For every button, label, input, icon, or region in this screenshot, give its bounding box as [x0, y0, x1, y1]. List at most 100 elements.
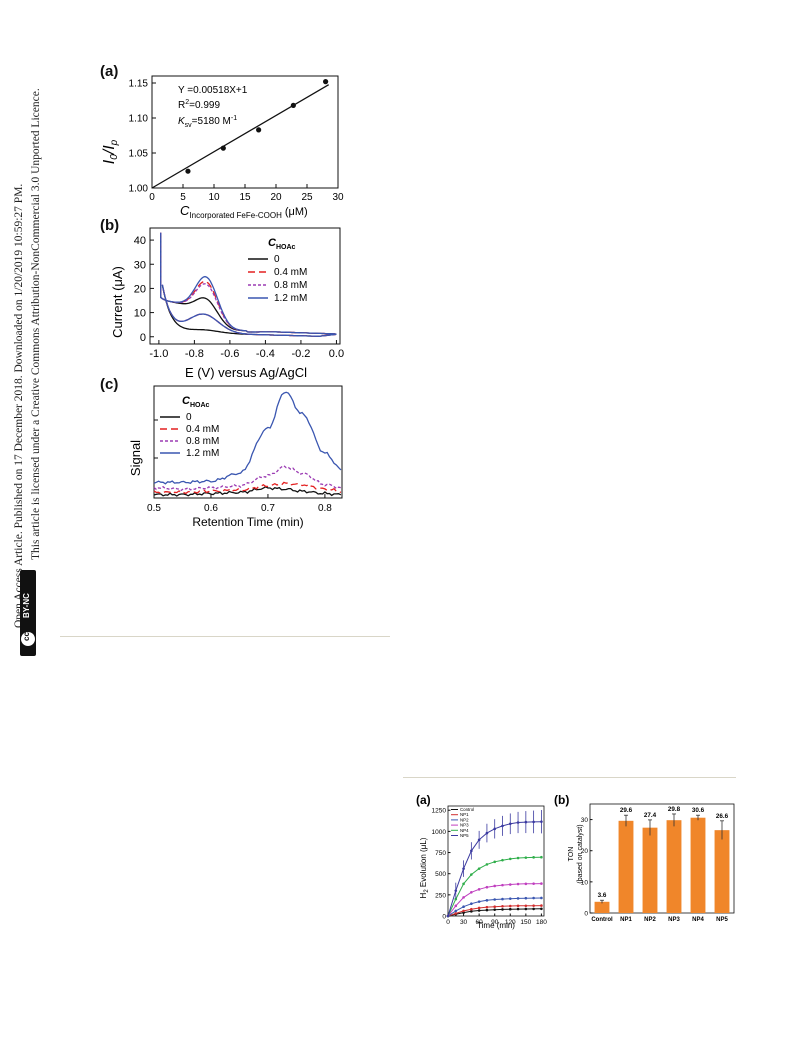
- legend-label: 0.8 mM: [186, 436, 219, 447]
- h2-point: [524, 907, 528, 911]
- legend-label: NP5: [460, 833, 469, 838]
- h2-point: [540, 882, 543, 885]
- axis-label-y-b-2: (based on catalyst): [577, 824, 584, 883]
- y-tick-label: 1.00: [129, 184, 149, 195]
- chart-panel-c: Signal Retention Time (min) CHOAc 0.5 0.6…: [128, 385, 343, 529]
- bar-2: [642, 827, 658, 913]
- h2-point: [532, 856, 535, 859]
- license-sidebar: Open Access Article. Published on 17 Dec…: [0, 0, 60, 660]
- bar-value-label: 3.6: [598, 892, 607, 899]
- legend-label: NP2: [460, 817, 469, 822]
- axis-label-y-b-1: TON: [568, 847, 575, 862]
- axis-label-x: E (V) versus Ag/AgCl: [185, 365, 307, 380]
- h2-point: [470, 907, 473, 911]
- bar-1: [618, 820, 634, 913]
- y-tick-label: 0: [584, 911, 588, 918]
- chart-panel-b: Current (μA) E (V) versus Ag/AgCl CHOAc …: [110, 227, 344, 380]
- fit-r-squared: R2=0.999: [178, 99, 220, 111]
- fit-line: [151, 84, 330, 189]
- x-tick-label: 20: [270, 192, 282, 203]
- h2-point: [493, 860, 497, 864]
- y-tick-label: 0: [442, 914, 446, 921]
- h2-point: [501, 904, 504, 908]
- fit-ksv: Ksv=5180 M-1: [178, 115, 237, 129]
- category-label: NP4: [692, 917, 704, 923]
- legend-label: NP3: [460, 823, 469, 828]
- legend-label: 0.4 mM: [186, 424, 219, 435]
- h2-point: [508, 857, 512, 861]
- license-line-2: This article is licensed under a Creativ…: [30, 88, 42, 560]
- plot-frame: [149, 227, 341, 345]
- cc-icon: cc: [21, 632, 35, 646]
- chart-panel-a: I0/Ip Y =0.00518X+1 R2=0.999 Ksv=5180 M-…: [101, 75, 344, 220]
- x-tick-label: 0.8: [318, 503, 332, 514]
- h2-point: [532, 907, 535, 911]
- h2-point: [532, 904, 535, 907]
- h2-point: [462, 882, 465, 886]
- h2-point: [532, 882, 535, 885]
- y-tick-label: 20: [581, 848, 589, 855]
- x-tick-label: 30: [332, 192, 344, 203]
- y-tick-label: 10: [581, 879, 589, 886]
- h2-point: [532, 896, 535, 900]
- y-tick-label: 30: [134, 259, 146, 271]
- bar-value-label: 29.6: [620, 807, 633, 814]
- h2-point: [524, 896, 528, 900]
- h2-point: [470, 910, 473, 913]
- plot-frame-a: [447, 805, 545, 917]
- axis-label-x: Retention Time (min): [192, 515, 303, 529]
- data-point: [323, 79, 329, 85]
- plot-frame: [153, 385, 343, 499]
- chromatogram-series-0: [153, 486, 342, 497]
- h2-point: [501, 908, 504, 911]
- bar-value-label: 26.6: [716, 813, 729, 820]
- h2-point: [485, 905, 489, 909]
- y-tick-label: 1.15: [129, 79, 149, 90]
- h2-point: [485, 908, 489, 912]
- chromatogram-series-1: [153, 481, 342, 495]
- h2-point: [516, 882, 520, 886]
- legend-title: CHOAc: [182, 395, 210, 409]
- legend-label: 1.2 mM: [274, 293, 307, 304]
- h2-point: [508, 907, 512, 911]
- h2-point: [485, 863, 489, 866]
- y-tick-label: 30: [581, 817, 589, 824]
- x-tick-label: 15: [239, 192, 251, 203]
- h2-point: [516, 907, 520, 911]
- h2-point: [524, 904, 528, 908]
- h2-point: [454, 897, 458, 901]
- legend-label: 1.2 mM: [186, 448, 219, 459]
- y-tick-label: 40: [134, 235, 146, 247]
- y-tick-label: 1.10: [129, 114, 149, 125]
- x-tick-label: 60: [476, 919, 484, 926]
- chromatogram-series-2: [153, 465, 342, 492]
- h2-point: [540, 855, 543, 859]
- legend-label: 0.4 mM: [274, 267, 307, 278]
- bar-value-label: 30.6: [692, 807, 705, 814]
- y-tick-label: 1250: [432, 808, 447, 815]
- cv-series-3: [160, 232, 337, 337]
- y-tick-label: 1.05: [129, 149, 149, 160]
- h2-point: [470, 891, 473, 894]
- bar-value-label: 29.8: [668, 806, 681, 813]
- category-label: NP1: [620, 917, 632, 923]
- category-label: NP2: [644, 917, 656, 923]
- legend-label: NP4: [460, 828, 469, 833]
- x-tick-label: 0.5: [147, 503, 161, 514]
- h2-point: [454, 912, 458, 915]
- x-tick-label: -0.4: [256, 348, 275, 360]
- x-tick-label: 5: [180, 192, 186, 203]
- data-point: [256, 127, 262, 133]
- h2-point: [493, 884, 497, 888]
- panel-b-label: (b): [100, 217, 120, 234]
- legend-label: Control: [460, 807, 474, 812]
- h2-point: [501, 858, 504, 862]
- cc-license-badge[interactable]: cc BY-NC: [20, 570, 36, 656]
- bar-4: [690, 817, 706, 913]
- x-tick-label: 0: [149, 192, 155, 203]
- h2-point: [485, 885, 489, 889]
- axis-label-y: Current (μA): [110, 266, 125, 338]
- h2-point: [462, 909, 465, 913]
- figure-right: (a) (b) H2 Evolution (μL) Time (min) TON…: [416, 793, 735, 930]
- h2-point: [508, 883, 512, 886]
